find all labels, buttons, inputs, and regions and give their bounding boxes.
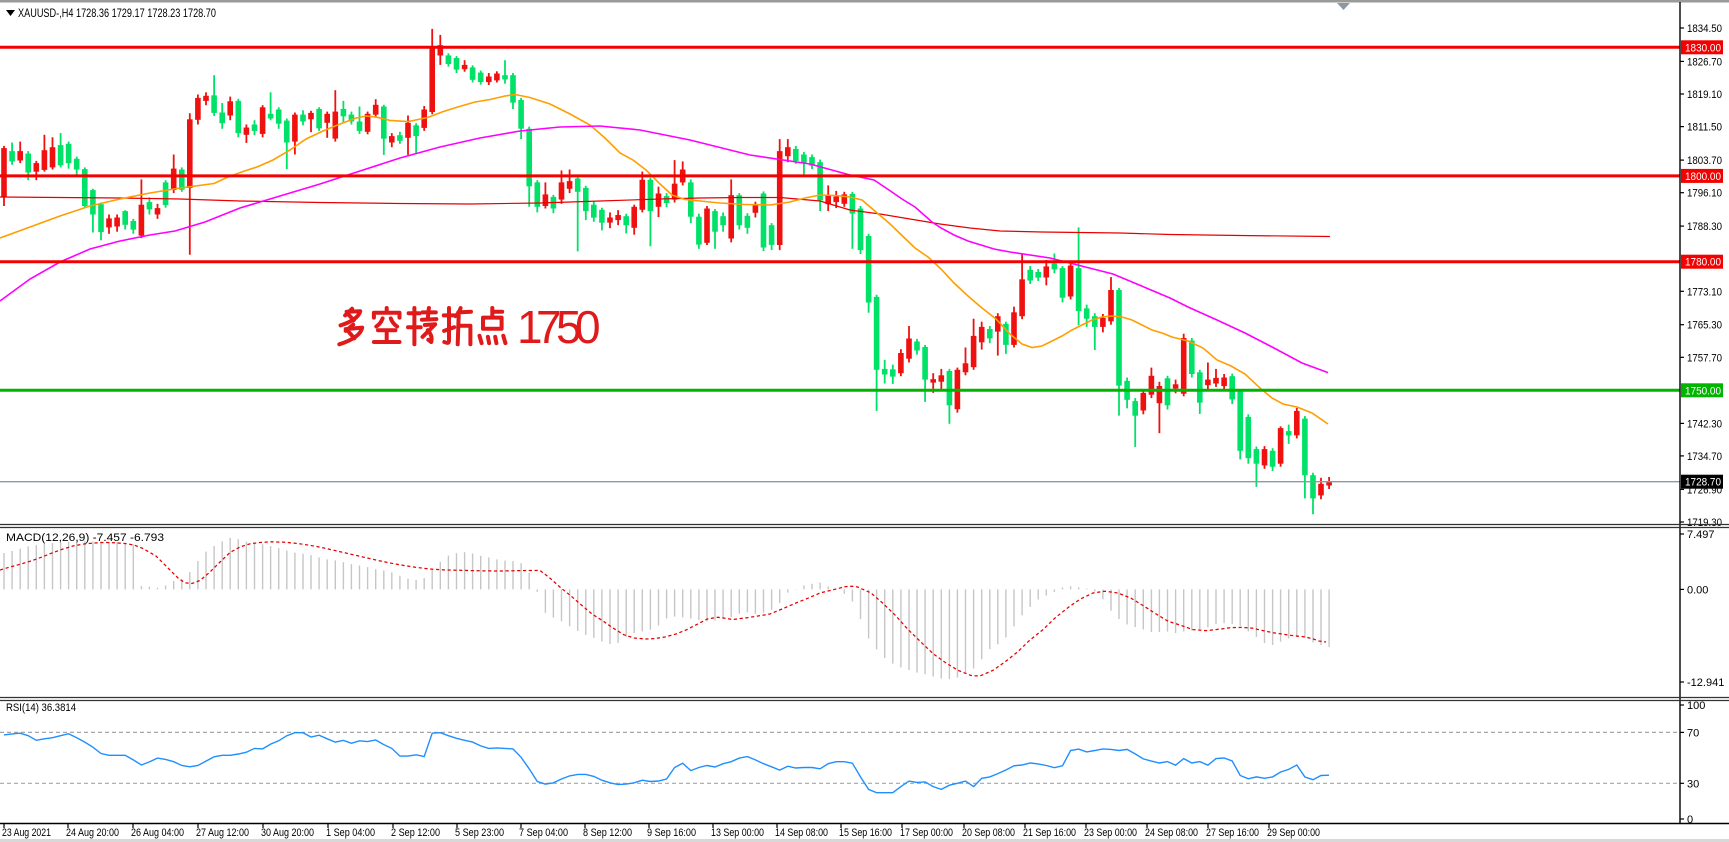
svg-text:1742.30: 1742.30 [1687,418,1722,430]
svg-text:1728.70: 1728.70 [1685,477,1721,489]
svg-text:15 Sep 16:00: 15 Sep 16:00 [839,827,892,839]
svg-text:7 Sep 04:00: 7 Sep 04:00 [519,827,568,839]
svg-text:1819.10: 1819.10 [1687,89,1722,101]
svg-text:MACD(12,26,9) -7.457 -6.793: MACD(12,26,9) -7.457 -6.793 [6,532,164,544]
svg-text:1803.70: 1803.70 [1687,155,1722,167]
svg-text:1788.30: 1788.30 [1687,221,1722,233]
svg-text:26 Aug 04:00: 26 Aug 04:00 [131,827,184,839]
svg-text:7: 7 [536,301,562,353]
svg-text:1830.00: 1830.00 [1685,42,1721,54]
svg-text:1780.00: 1780.00 [1685,257,1721,269]
svg-text:1834.50: 1834.50 [1687,23,1722,35]
svg-text:17 Sep 00:00: 17 Sep 00:00 [900,827,953,839]
svg-text:23 Aug 2021: 23 Aug 2021 [2,827,51,839]
svg-text:13 Sep 00:00: 13 Sep 00:00 [711,827,764,839]
svg-text:5 Sep 23:00: 5 Sep 23:00 [455,827,504,839]
svg-text:24 Aug 20:00: 24 Aug 20:00 [66,827,119,839]
svg-text:0.00: 0.00 [1687,584,1708,596]
svg-text:7.497: 7.497 [1687,529,1715,541]
svg-text:RSI(14) 36.3814: RSI(14) 36.3814 [6,702,76,714]
svg-text:0: 0 [1687,814,1693,826]
svg-text:20 Sep 08:00: 20 Sep 08:00 [962,827,1015,839]
svg-text:23 Sep 00:00: 23 Sep 00:00 [1084,827,1137,839]
svg-text:0: 0 [575,301,601,353]
svg-text:24 Sep 08:00: 24 Sep 08:00 [1145,827,1198,839]
svg-text:30: 30 [1687,778,1699,790]
svg-text:30 Aug 20:00: 30 Aug 20:00 [261,827,314,839]
svg-text:1750.00: 1750.00 [1685,385,1721,397]
svg-text:1 Sep 04:00: 1 Sep 04:00 [326,827,375,839]
svg-text:5: 5 [556,301,582,353]
svg-text:27 Aug 12:00: 27 Aug 12:00 [196,827,249,839]
svg-text:1826.70: 1826.70 [1687,56,1722,68]
svg-text:29 Sep 00:00: 29 Sep 00:00 [1267,827,1320,839]
svg-text:1796.10: 1796.10 [1687,188,1722,200]
svg-text:8 Sep 12:00: 8 Sep 12:00 [583,827,632,839]
svg-text:1773.10: 1773.10 [1687,286,1722,298]
svg-text:21 Sep 16:00: 21 Sep 16:00 [1023,827,1076,839]
svg-text:70: 70 [1687,727,1699,739]
svg-text:1765.30: 1765.30 [1687,320,1722,332]
svg-text:-12.941: -12.941 [1687,677,1724,689]
svg-text:1734.70: 1734.70 [1687,451,1722,463]
svg-text:100: 100 [1687,700,1705,712]
svg-text:9 Sep 16:00: 9 Sep 16:00 [647,827,696,839]
svg-text:1: 1 [517,301,543,353]
svg-text:1719.30: 1719.30 [1687,517,1722,529]
svg-text:27 Sep 16:00: 27 Sep 16:00 [1206,827,1259,839]
svg-text:14 Sep 08:00: 14 Sep 08:00 [775,827,828,839]
svg-text:1811.50: 1811.50 [1687,122,1722,134]
svg-text:2 Sep 12:00: 2 Sep 12:00 [391,827,440,839]
svg-text:1757.70: 1757.70 [1687,352,1722,364]
svg-text:XAUUSD-,H4 1728.36 1729.17 17: XAUUSD-,H4 1728.36 1729.17 1728.23 1728.… [18,6,216,20]
svg-text:1800.00: 1800.00 [1685,171,1721,183]
